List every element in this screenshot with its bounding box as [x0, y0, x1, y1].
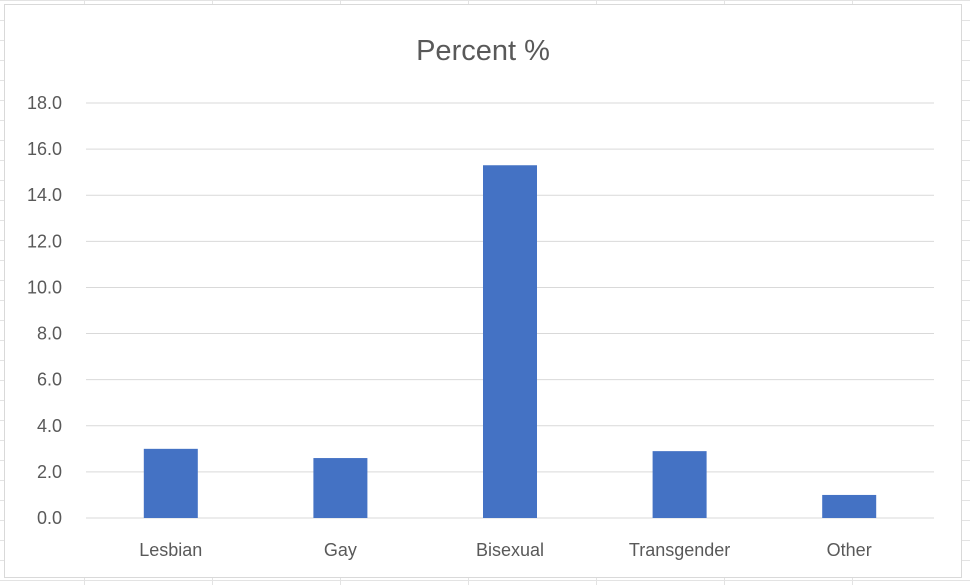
y-axis-labels: 0.0 2.0 4.0 6.0 8.0 10.0 12.0 14.0 16.0 18.0 [27, 93, 62, 528]
x-category-label: Other [827, 540, 872, 560]
x-category-label: Gay [324, 540, 357, 560]
y-tick-label: 4.0 [37, 416, 62, 436]
chart-title: Percent % [416, 35, 550, 67]
bar-transgender[interactable] [652, 451, 707, 518]
y-tick-label: 2.0 [37, 462, 62, 482]
bar-other[interactable] [822, 494, 877, 518]
bar-bisexual[interactable] [483, 165, 537, 518]
y-tick-label: 6.0 [37, 370, 62, 390]
x-category-label: Lesbian [139, 540, 202, 560]
y-tick-label: 8.0 [37, 324, 62, 344]
x-category-label: Transgender [629, 540, 730, 560]
y-tick-label: 10.0 [27, 277, 62, 297]
bars [143, 165, 877, 518]
x-axis-labels: Lesbian Gay Bisexual Transgender Other [139, 540, 871, 560]
y-tick-label: 12.0 [27, 231, 62, 251]
y-tick-label: 16.0 [27, 139, 62, 159]
bar-gay[interactable] [313, 458, 368, 518]
bar-lesbian[interactable] [143, 448, 198, 518]
y-tick-label: 0.0 [37, 508, 62, 528]
x-category-label: Bisexual [476, 540, 544, 560]
y-tick-label: 18.0 [27, 93, 62, 113]
y-tick-label: 14.0 [27, 185, 62, 205]
